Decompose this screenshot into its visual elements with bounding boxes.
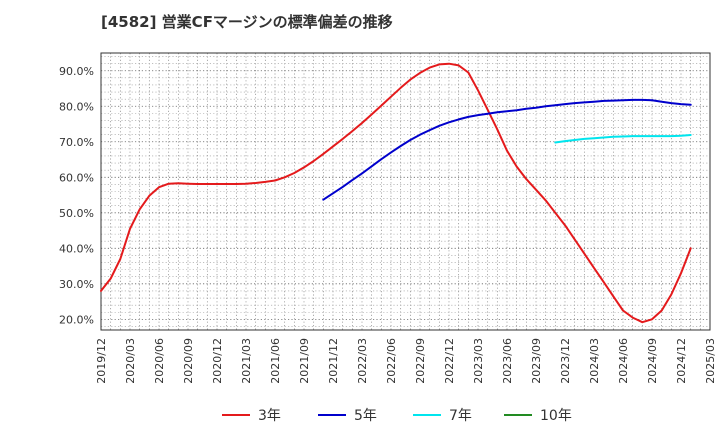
series-layer — [100, 62, 692, 324]
y-tick-label: 30.0% — [59, 278, 94, 291]
y-tick-label: 90.0% — [59, 65, 94, 78]
x-tick-label: 2023/12 — [559, 338, 572, 384]
legend-label: 10年 — [540, 408, 572, 424]
x-tick-label: 2021/06 — [269, 338, 282, 384]
x-tick-label: 2020/09 — [182, 338, 195, 384]
x-tick-label: 2021/09 — [298, 338, 311, 384]
legend-swatch — [318, 414, 346, 416]
legend-swatch — [222, 414, 250, 416]
x-tick-label: 2025/03 — [704, 338, 717, 384]
legend-item: 10年 — [504, 403, 572, 427]
series-line-1 — [100, 62, 692, 324]
x-tick-label: 2024/03 — [588, 338, 601, 384]
x-tick-label: 2020/03 — [124, 338, 137, 384]
x-tick-label: 2024/12 — [675, 338, 688, 384]
legend-item: 3年 — [222, 403, 281, 427]
axis-layer: 20.0% 30.0% 40.0% 50.0% 60.0% 70.0% 80.0% 90.0%… — [59, 52, 717, 384]
x-tick-label: 2022/12 — [443, 338, 456, 384]
y-tick-label: 50.0% — [59, 207, 94, 220]
x-tick-label: 2020/06 — [153, 338, 166, 384]
x-tick-label: 2022/06 — [385, 338, 398, 384]
x-tick-label: 2023/06 — [501, 338, 514, 384]
series-line-3 — [554, 134, 692, 144]
series-line-2 — [322, 98, 692, 201]
x-tick-label: 2024/06 — [617, 338, 630, 384]
x-tick-label: 2022/09 — [414, 338, 427, 384]
legend-label: 7年 — [449, 408, 472, 424]
legend-item: 7年 — [413, 403, 472, 427]
x-tick-label: 2019/12 — [95, 338, 108, 384]
y-tick-label: 70.0% — [59, 136, 94, 149]
y-tick-label: 40.0% — [59, 242, 94, 255]
x-tick-label: 2024/09 — [646, 338, 659, 384]
grid-layer — [100, 53, 711, 330]
x-tick-label: 2021/03 — [240, 338, 253, 384]
legend-swatch — [413, 414, 441, 416]
x-tick-label: 2021/12 — [327, 338, 340, 384]
y-tick-label: 20.0% — [59, 313, 94, 326]
y-tick-label: 60.0% — [59, 171, 94, 184]
plot-frame — [100, 52, 711, 331]
x-tick-label: 2020/12 — [211, 338, 224, 384]
legend-swatch — [504, 414, 532, 416]
y-tick-label: 80.0% — [59, 100, 94, 113]
x-tick-label: 2023/09 — [530, 338, 543, 384]
legend-label: 5年 — [354, 408, 377, 424]
chart-title: [4582] 営業CFマージンの標準偏差の推移 — [101, 13, 393, 31]
legend-label: 3年 — [258, 408, 281, 424]
legend-item: 5年 — [318, 403, 377, 427]
x-tick-label: 2023/03 — [472, 338, 485, 384]
chart-legend: 3年 5年 7年 10年 — [0, 403, 720, 427]
x-tick-label: 2022/03 — [356, 338, 369, 384]
